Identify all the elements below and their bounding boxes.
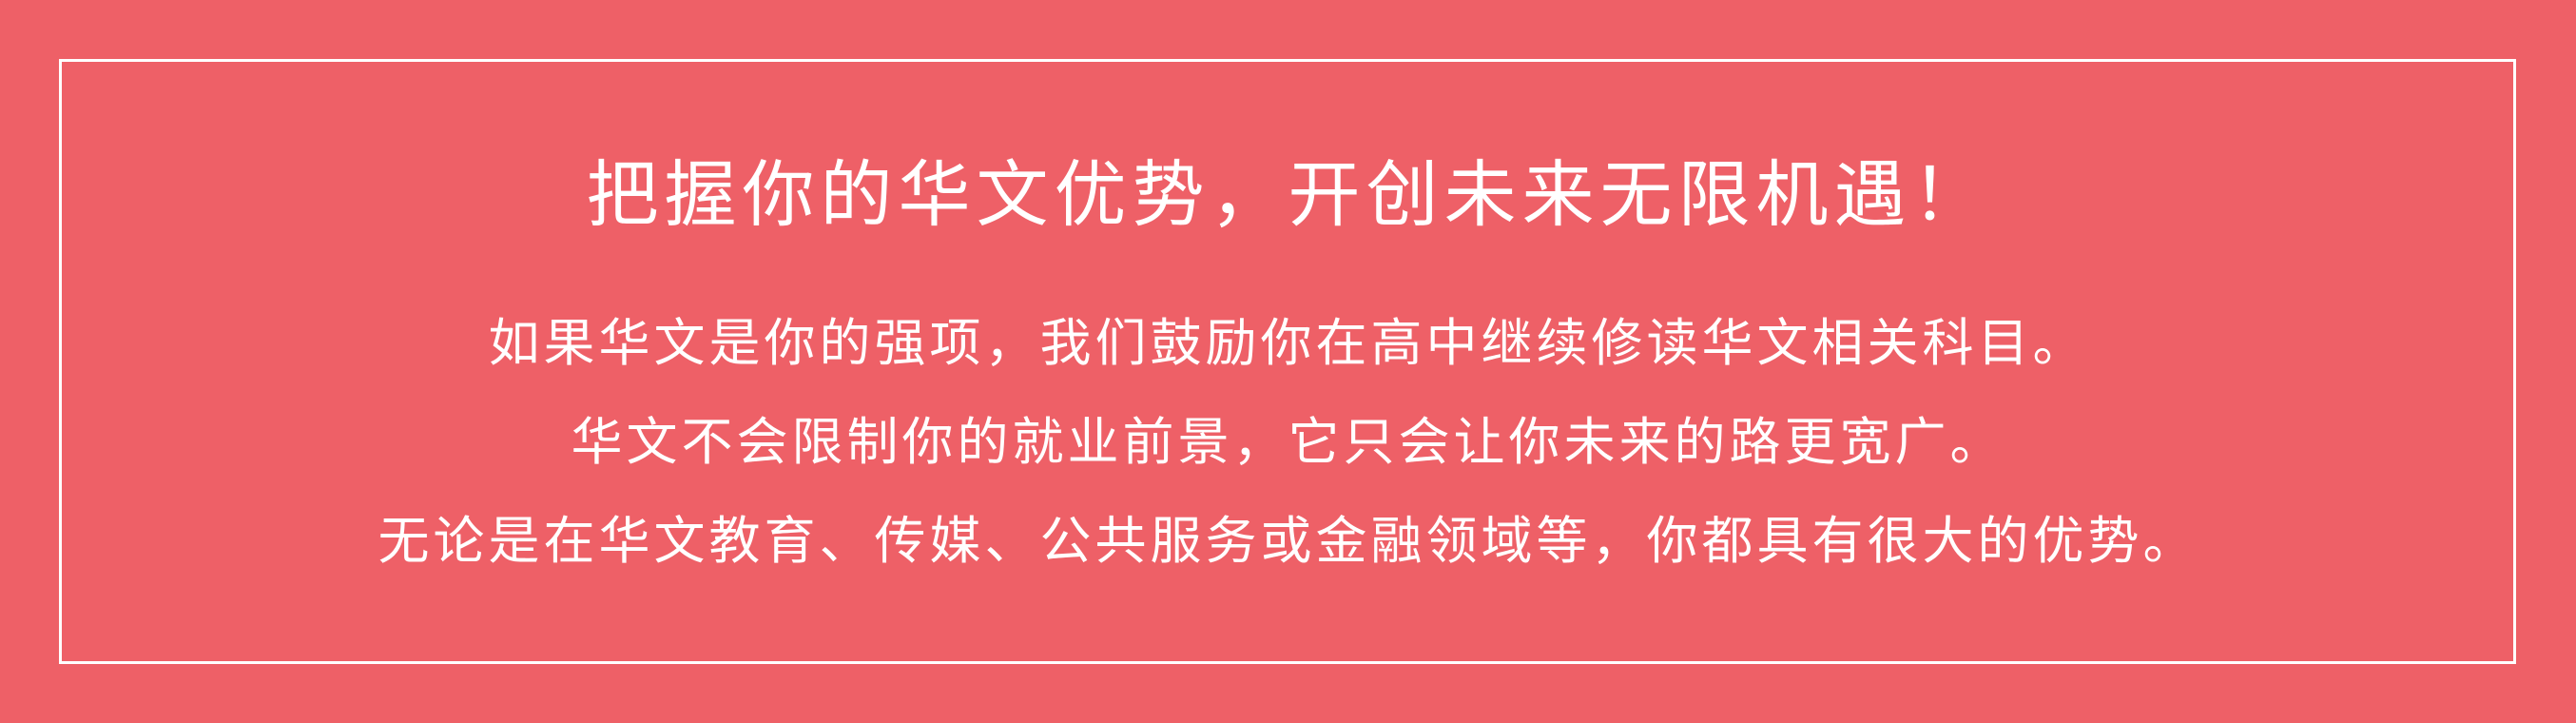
body-line-1: 如果华文是你的强项，我们鼓励你在高中继续修读华文相关科目。 [488,313,2088,373]
banner-frame [59,59,2516,664]
body-line-2: 华文不会限制你的就业前景，它只会让你未来的路更宽广。 [571,412,2005,472]
banner-body: 如果华文是你的强项，我们鼓励你在高中继续修读华文相关科目。 华文不会限制你的就业… [0,303,2576,599]
body-line-3: 无论是在华文教育、传媒、公共服务或金融领域等，你都具有很大的优势。 [378,511,2198,571]
banner-title: 把握你的华文优势，开创未来无限机遇！ [586,152,1990,237]
